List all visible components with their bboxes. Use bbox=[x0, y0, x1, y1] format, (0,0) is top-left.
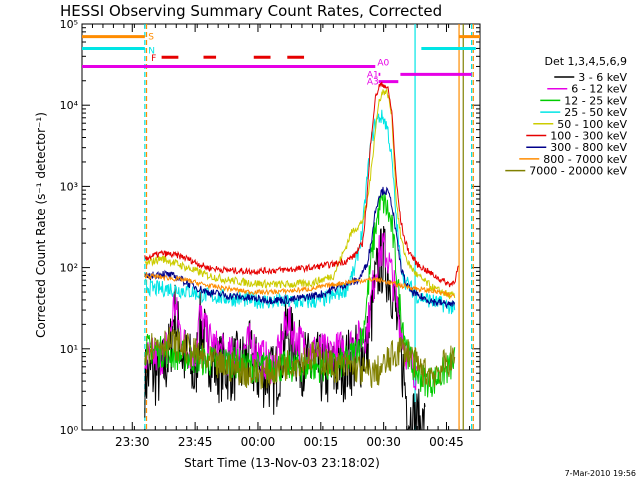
segment-label-a3: A3 bbox=[367, 78, 379, 88]
y-tick-label: 10⁵ bbox=[60, 18, 78, 31]
legend-label: 12 - 25 keV bbox=[564, 94, 627, 107]
x-tick-label: 23:45 bbox=[178, 435, 213, 449]
x-tick-label: 00:30 bbox=[366, 435, 401, 449]
y-tick-label: 10² bbox=[60, 262, 78, 275]
legend-label: 50 - 100 keV bbox=[557, 118, 627, 131]
legend-label: 800 - 7000 keV bbox=[543, 153, 627, 166]
y-tick-label: 10³ bbox=[60, 180, 78, 193]
legend-label: 7000 - 20000 keV bbox=[529, 165, 627, 178]
legend-label: 300 - 800 keV bbox=[550, 141, 627, 154]
x-tick-label: 23:30 bbox=[115, 435, 150, 449]
legend-label: 6 - 12 keV bbox=[571, 83, 627, 96]
plot-area: 10⁰ 10¹ 10² 10³ 10⁴ 10⁵ 23:30 23:45 00:00 00:15 00… bbox=[60, 18, 481, 449]
segment-label-n: N bbox=[148, 46, 155, 56]
footer-date: 7-Mar-2010 19:56 bbox=[565, 469, 636, 478]
segment-label-a0: A0 bbox=[377, 58, 389, 68]
series-line bbox=[144, 81, 459, 288]
y-axis-label: Corrected Count Rate (s⁻¹ detector⁻¹) bbox=[34, 112, 48, 338]
legend-label: 25 - 50 keV bbox=[564, 106, 627, 119]
x-tick-label: 00:45 bbox=[429, 435, 464, 449]
series-line bbox=[144, 272, 455, 299]
series-line bbox=[144, 186, 456, 309]
y-tick-label: 10⁰ bbox=[60, 424, 79, 437]
y-tick-label: 10⁴ bbox=[60, 99, 79, 112]
chart-title: HESSI Observing Summary Count Rates, Cor… bbox=[60, 2, 442, 20]
segment-label-s: S bbox=[148, 33, 154, 43]
segment-label-a1: A1 bbox=[367, 70, 379, 80]
series-line bbox=[144, 88, 456, 300]
segment-label-f: F bbox=[151, 54, 156, 64]
legend-title: Det 1,3,4,5,6,9 bbox=[544, 55, 627, 68]
legend-label: 100 - 300 keV bbox=[550, 130, 627, 143]
x-tick-label: 00:15 bbox=[304, 435, 339, 449]
y-tick-label: 10¹ bbox=[60, 343, 78, 356]
y-axis-label-text: Corrected Count Rate (s⁻¹ detector⁻¹) bbox=[34, 112, 48, 338]
legend-label: 3 - 6 keV bbox=[578, 71, 627, 84]
series-line bbox=[144, 327, 456, 390]
x-axis-label: Start Time (13-Nov-03 23:18:02) bbox=[184, 456, 380, 470]
x-tick-label: 00:00 bbox=[241, 435, 276, 449]
